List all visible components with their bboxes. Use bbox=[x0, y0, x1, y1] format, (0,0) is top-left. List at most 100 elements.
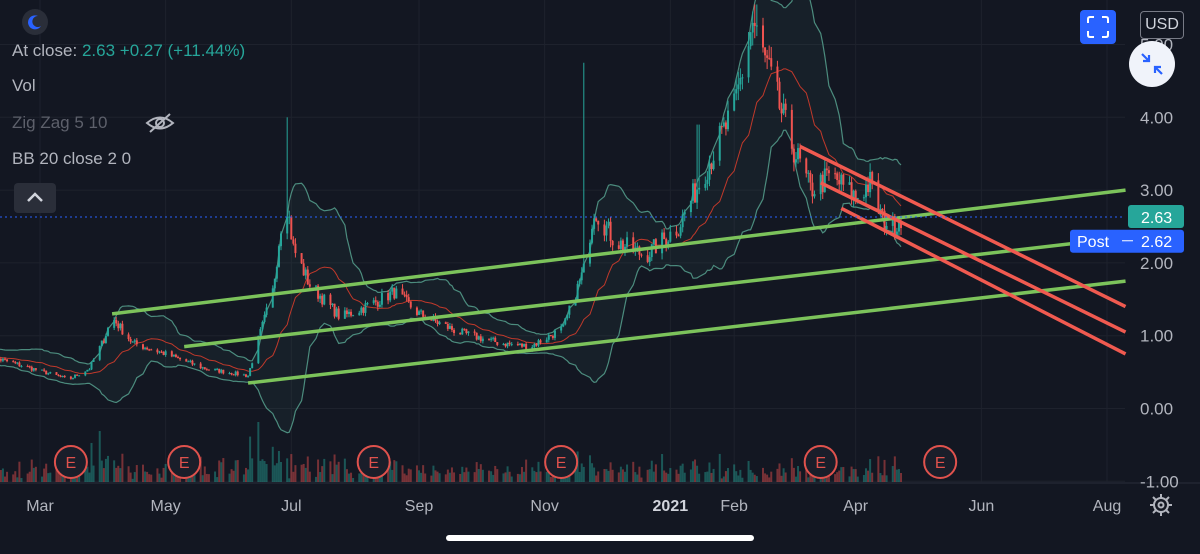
candle-body bbox=[813, 194, 816, 197]
candle-body bbox=[547, 335, 550, 340]
earnings-circle[interactable] bbox=[53, 445, 88, 479]
candle-body bbox=[259, 329, 262, 336]
volume-bar bbox=[277, 450, 280, 482]
volume-bar bbox=[352, 477, 355, 482]
earnings-label: E bbox=[368, 455, 379, 472]
volume-bar bbox=[580, 463, 583, 482]
candle-body bbox=[467, 331, 470, 334]
candle-body bbox=[862, 197, 865, 199]
candle-body bbox=[3, 358, 6, 360]
volume-bar bbox=[90, 442, 93, 482]
candle-body bbox=[827, 170, 830, 174]
volume-bar bbox=[669, 468, 672, 482]
candle-body bbox=[626, 237, 629, 247]
volume-bars bbox=[0, 422, 903, 482]
earnings-circle[interactable] bbox=[803, 445, 838, 479]
candle-body bbox=[735, 89, 738, 94]
earnings-circle[interactable] bbox=[356, 445, 391, 479]
shrink-chart-button[interactable] bbox=[1129, 41, 1175, 87]
volume-bar bbox=[737, 475, 740, 482]
candle-body bbox=[374, 300, 377, 302]
candle-body bbox=[358, 312, 361, 316]
candle-body bbox=[308, 284, 311, 287]
earnings-circle[interactable] bbox=[167, 445, 202, 479]
candle-body bbox=[710, 163, 713, 170]
earnings-marker: E bbox=[923, 445, 958, 479]
candle-body bbox=[32, 368, 35, 371]
earnings-marker: E bbox=[544, 445, 579, 479]
fullscreen-button[interactable] bbox=[1080, 10, 1116, 44]
gear-icon[interactable] bbox=[1148, 492, 1174, 518]
volume-bar bbox=[389, 461, 392, 482]
volume-bar bbox=[432, 465, 435, 482]
eye-off-icon[interactable] bbox=[145, 112, 175, 134]
candle-body bbox=[162, 351, 165, 355]
volume-bar bbox=[597, 471, 600, 482]
volume-bar bbox=[864, 468, 867, 482]
x-tick-label: 2021 bbox=[653, 498, 689, 515]
close-price: 2.63 bbox=[81, 41, 116, 60]
volume-bar bbox=[14, 471, 17, 482]
candle-body bbox=[768, 57, 771, 59]
tradingview-logo[interactable] bbox=[22, 9, 48, 35]
candle-body bbox=[488, 338, 491, 340]
volume-bar bbox=[347, 473, 350, 482]
candle-body bbox=[566, 314, 569, 319]
indicator-vol[interactable]: Vol bbox=[12, 76, 36, 95]
earnings-circle[interactable] bbox=[923, 445, 958, 479]
candle-body bbox=[694, 183, 697, 203]
volume-bar bbox=[481, 469, 484, 482]
volume-bar bbox=[257, 422, 260, 482]
candle-body bbox=[372, 300, 375, 304]
volume-bar bbox=[663, 470, 666, 482]
volume-bar bbox=[516, 473, 519, 482]
volume-bar bbox=[203, 466, 206, 482]
candle-body bbox=[696, 189, 699, 203]
candle-body bbox=[591, 228, 594, 243]
candle-body bbox=[848, 182, 851, 185]
volume-bar bbox=[834, 474, 837, 482]
currency-button[interactable]: USD bbox=[1140, 11, 1184, 39]
candle-body bbox=[115, 319, 118, 324]
candle-body bbox=[506, 342, 509, 347]
volume-bar bbox=[28, 471, 31, 482]
volume-bar bbox=[261, 459, 264, 482]
candle-body bbox=[446, 323, 449, 329]
earnings-circle[interactable] bbox=[544, 445, 579, 479]
volume-bar bbox=[415, 465, 418, 482]
volume-bar bbox=[430, 475, 433, 482]
candle-body bbox=[133, 340, 136, 342]
post-label: Post bbox=[1077, 234, 1110, 251]
volume-bar bbox=[135, 465, 138, 482]
candle-body bbox=[749, 32, 752, 47]
last-price-value: 2.63 bbox=[1141, 210, 1172, 227]
candle-body bbox=[465, 329, 468, 334]
candle-body bbox=[337, 308, 340, 319]
candle-body bbox=[422, 310, 425, 317]
volume-bar bbox=[300, 464, 303, 482]
candle-body bbox=[321, 295, 324, 305]
volume-bar bbox=[444, 474, 447, 482]
candle-body bbox=[712, 160, 715, 170]
volume-bar bbox=[207, 474, 210, 482]
collapse-legend-button[interactable] bbox=[14, 183, 56, 213]
candle-body bbox=[55, 372, 58, 375]
indicator-bb[interactable]: BB 20 close 2 0 bbox=[12, 149, 132, 168]
candle-body bbox=[436, 320, 439, 325]
volume-bar bbox=[869, 459, 872, 482]
candle-body bbox=[335, 308, 338, 317]
candle-body bbox=[790, 109, 793, 149]
candle-body bbox=[84, 371, 87, 376]
candle-body bbox=[160, 351, 163, 353]
candle-body bbox=[778, 81, 781, 109]
candle-body bbox=[236, 371, 239, 376]
volume-bar bbox=[473, 472, 476, 482]
candle-body bbox=[187, 361, 190, 363]
indicator-zigzag[interactable]: Zig Zag 5 10 bbox=[12, 113, 175, 133]
candle-body bbox=[481, 338, 484, 342]
volume-bar bbox=[333, 454, 336, 482]
candle-body bbox=[510, 343, 513, 345]
candle-body bbox=[189, 360, 192, 362]
volume-bar bbox=[838, 470, 841, 482]
